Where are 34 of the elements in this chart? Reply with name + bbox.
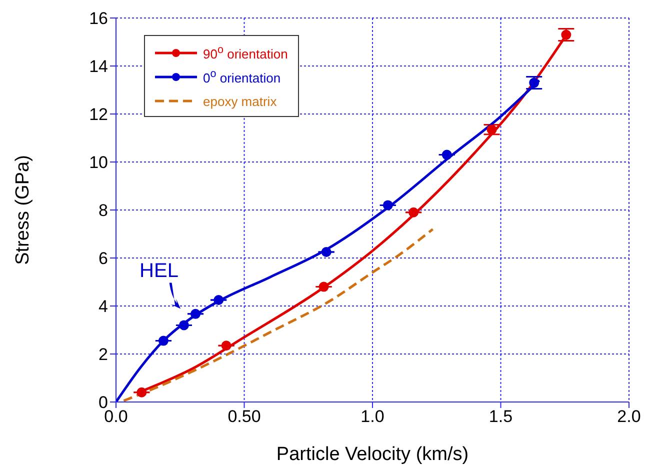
x-tick-label: 2.0 [617, 407, 641, 426]
y-tick-label: 8 [98, 201, 108, 220]
y-axis-title: Stress (GPa) [12, 155, 34, 265]
x-tick-label: 0.50 [228, 407, 261, 426]
point [529, 78, 540, 88]
x-tick-label: 1.0 [360, 407, 384, 426]
y-tick-label: 4 [98, 297, 108, 316]
y-tick-label: 16 [89, 9, 108, 28]
y-tick-label: 10 [89, 153, 108, 172]
point [214, 295, 224, 305]
y-tick-label: 12 [89, 105, 108, 124]
legend-label: epoxy matrix [203, 94, 277, 108]
point [408, 207, 419, 218]
y-tick-label: 14 [89, 57, 108, 76]
point [442, 150, 452, 160]
x-tick-label: 1.5 [488, 407, 513, 426]
annotation: HEL [140, 260, 178, 282]
point [486, 124, 497, 135]
y-tick-label: 6 [98, 249, 108, 268]
line-series [122, 228, 434, 402]
legend-label: 0$^{o}$ orientation [203, 68, 281, 86]
legend-label: 90$^{o}$ orientation [203, 44, 288, 62]
point [382, 200, 393, 210]
point [318, 282, 329, 292]
point [190, 308, 201, 319]
point [178, 320, 189, 330]
x-axis-title: Particle Velocity (km/s) [276, 444, 469, 465]
point [158, 336, 168, 346]
x-tick-label: 0.0 [104, 407, 128, 426]
point [221, 340, 232, 351]
point [321, 247, 332, 257]
y-tick-label: 2 [98, 345, 108, 364]
point [136, 387, 147, 398]
point [561, 30, 572, 40]
